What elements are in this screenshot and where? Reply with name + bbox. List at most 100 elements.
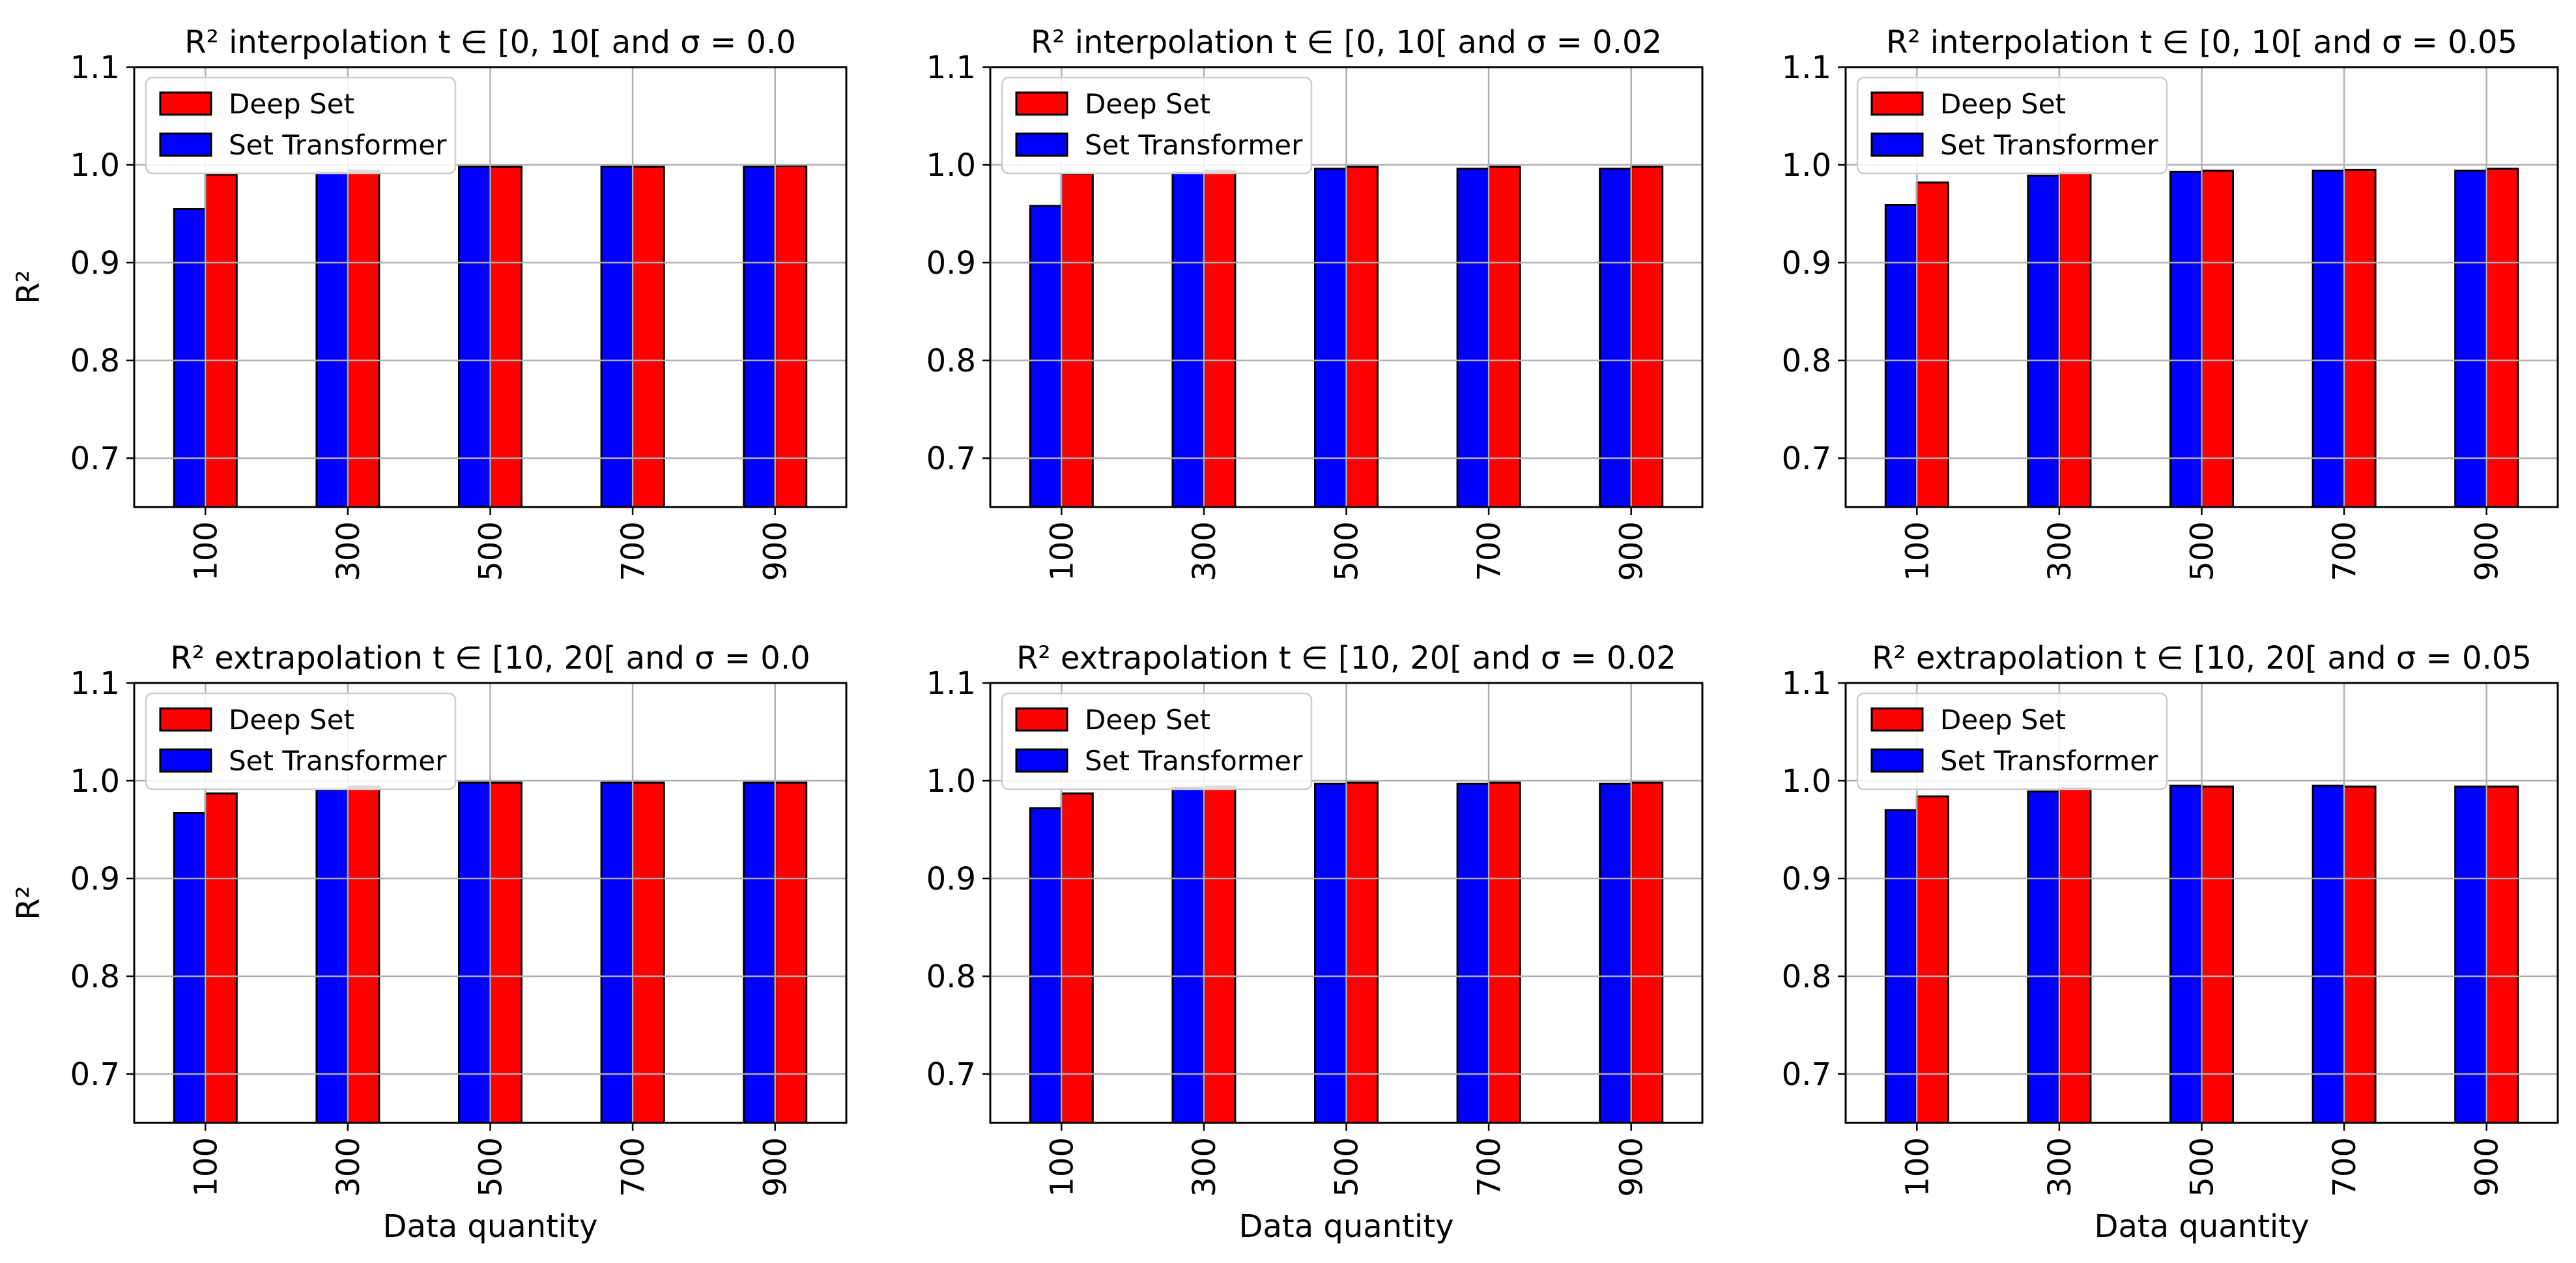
y-tick-label: 0.7 xyxy=(70,441,120,477)
x-tick-label: 300 xyxy=(2042,521,2078,581)
bar-set-transformer-900 xyxy=(2454,169,2488,508)
bar-deep-set-100 xyxy=(1915,181,1949,508)
x-tick-label: 100 xyxy=(1899,1137,1936,1197)
legend-box xyxy=(1001,76,1313,175)
x-tick-label: 100 xyxy=(1899,521,1936,581)
legend-swatch-set-transformer xyxy=(1015,748,1068,773)
bar-deep-set-500 xyxy=(489,781,522,1124)
bar-set-transformer-100 xyxy=(1884,809,1918,1124)
x-tick-label: 500 xyxy=(473,521,509,581)
bar-set-transformer-100 xyxy=(1029,205,1063,508)
y-tick-label: 0.9 xyxy=(1782,861,1831,897)
bar-set-transformer-700 xyxy=(2311,785,2345,1124)
bar-set-transformer-700 xyxy=(600,781,634,1124)
x-tick-label: 700 xyxy=(2326,1137,2363,1197)
x-axis-label: Data quantity xyxy=(1239,1208,1454,1245)
bar-set-transformer-100 xyxy=(1029,807,1063,1124)
bar-set-transformer-500 xyxy=(1314,167,1347,508)
bar-set-transformer-900 xyxy=(1599,783,1633,1124)
y-tick-label: 0.8 xyxy=(926,959,976,995)
subplot-5: R² extrapolation t ∈ [10, 20[ and σ = 0.… xyxy=(926,640,1704,1245)
axes-frame xyxy=(1844,66,2559,508)
legend-swatch-set-transformer xyxy=(1870,748,1924,773)
y-tick-label: 0.7 xyxy=(1782,1056,1831,1093)
axes-frame xyxy=(989,66,1704,508)
subplot-6: R² extrapolation t ∈ [10, 20[ and σ = 0.… xyxy=(1782,640,2559,1245)
legend-swatch-set-transformer xyxy=(159,132,212,157)
x-tick-label: 700 xyxy=(615,1137,651,1197)
y-tick-label: 0.9 xyxy=(926,245,976,282)
legend-box xyxy=(145,692,457,791)
subplot-title: R² interpolation t ∈ [0, 10[ and σ = 0.0… xyxy=(1886,24,2517,61)
bar-deep-set-900 xyxy=(1630,166,1664,508)
y-tick-label: 1.1 xyxy=(70,50,120,86)
subplot-title: R² extrapolation t ∈ [10, 20[ and σ = 0.… xyxy=(1872,640,2532,676)
bar-deep-set-100 xyxy=(204,173,238,508)
bar-set-transformer-700 xyxy=(1456,167,1490,508)
y-tick-label: 1.0 xyxy=(70,147,120,184)
x-tick-label: 900 xyxy=(1614,1137,1650,1197)
bar-deep-set-900 xyxy=(2485,785,2519,1124)
legend-label: Set Transformer xyxy=(229,745,447,777)
legend: Deep Set Set Transformer xyxy=(1856,692,2168,791)
y-axis-label: R² xyxy=(10,270,47,304)
x-tick-label: 300 xyxy=(330,521,367,581)
bar-set-transformer-300 xyxy=(2027,175,2061,508)
y-tick-label: 1.1 xyxy=(70,665,120,702)
bar-deep-set-300 xyxy=(2058,171,2092,508)
bar-deep-set-100 xyxy=(204,792,238,1124)
x-tick-label: 500 xyxy=(2184,1137,2221,1197)
bar-deep-set-100 xyxy=(1060,173,1094,508)
subplot-4: R² extrapolation t ∈ [10, 20[ and σ = 0.… xyxy=(10,640,848,1245)
y-tick-label: 1.1 xyxy=(1782,50,1831,86)
axes-frame xyxy=(1844,682,2559,1124)
bar-deep-set-300 xyxy=(2058,787,2092,1124)
subplot-title: R² extrapolation t ∈ [10, 20[ and σ = 0.… xyxy=(170,640,810,676)
subplot-3: R² interpolation t ∈ [0, 10[ and σ = 0.0… xyxy=(1782,24,2559,581)
bar-deep-set-700 xyxy=(631,166,665,508)
legend-box xyxy=(145,76,457,175)
bar-deep-set-500 xyxy=(1345,781,1379,1124)
bar-deep-set-700 xyxy=(1487,781,1521,1124)
legend-swatch-deep-set xyxy=(1870,707,1924,732)
axes-frame xyxy=(133,682,848,1124)
bar-set-transformer-300 xyxy=(315,171,349,508)
y-tick-label: 0.7 xyxy=(70,1056,120,1093)
bar-deep-set-300 xyxy=(1203,169,1237,508)
bar-set-transformer-700 xyxy=(600,166,634,508)
legend-label: Set Transformer xyxy=(229,129,447,161)
y-tick-label: 1.0 xyxy=(1782,763,1831,800)
bar-deep-set-500 xyxy=(2201,785,2234,1124)
legend-label: Set Transformer xyxy=(1940,129,2158,161)
subplot-title: R² interpolation t ∈ [0, 10[ and σ = 0.0 xyxy=(184,24,796,61)
x-tick-label: 500 xyxy=(1329,1137,1366,1197)
x-tick-label: 700 xyxy=(2326,521,2363,581)
legend-label: Set Transformer xyxy=(1085,129,1303,161)
bar-set-transformer-100 xyxy=(173,812,207,1124)
bar-set-transformer-500 xyxy=(1314,783,1347,1124)
y-tick-label: 0.9 xyxy=(70,245,120,282)
y-tick-label: 0.7 xyxy=(926,441,976,477)
y-tick-label: 0.7 xyxy=(1782,441,1831,477)
x-axis-label: Data quantity xyxy=(2095,1208,2310,1245)
y-tick-label: 0.7 xyxy=(926,1056,976,1093)
bar-set-transformer-900 xyxy=(2454,785,2488,1124)
bar-deep-set-900 xyxy=(1630,781,1664,1124)
legend-swatch-set-transformer xyxy=(1870,132,1924,157)
bar-deep-set-900 xyxy=(774,165,808,508)
y-tick-label: 0.8 xyxy=(70,959,120,995)
x-tick-label: 300 xyxy=(2042,1137,2078,1197)
x-tick-label: 500 xyxy=(473,1137,509,1197)
bar-set-transformer-700 xyxy=(2311,169,2345,508)
y-tick-label: 0.9 xyxy=(926,861,976,897)
bar-deep-set-100 xyxy=(1060,792,1094,1124)
y-tick-label: 0.9 xyxy=(70,861,120,897)
bar-deep-set-300 xyxy=(347,169,380,508)
y-tick-label: 0.8 xyxy=(926,343,976,379)
legend-label: Deep Set xyxy=(229,704,354,736)
y-tick-label: 1.1 xyxy=(926,50,976,86)
y-tick-label: 0.9 xyxy=(1782,245,1831,282)
y-tick-label: 0.8 xyxy=(70,343,120,379)
legend-label: Deep Set xyxy=(1940,704,2066,736)
bar-set-transformer-900 xyxy=(743,166,777,508)
